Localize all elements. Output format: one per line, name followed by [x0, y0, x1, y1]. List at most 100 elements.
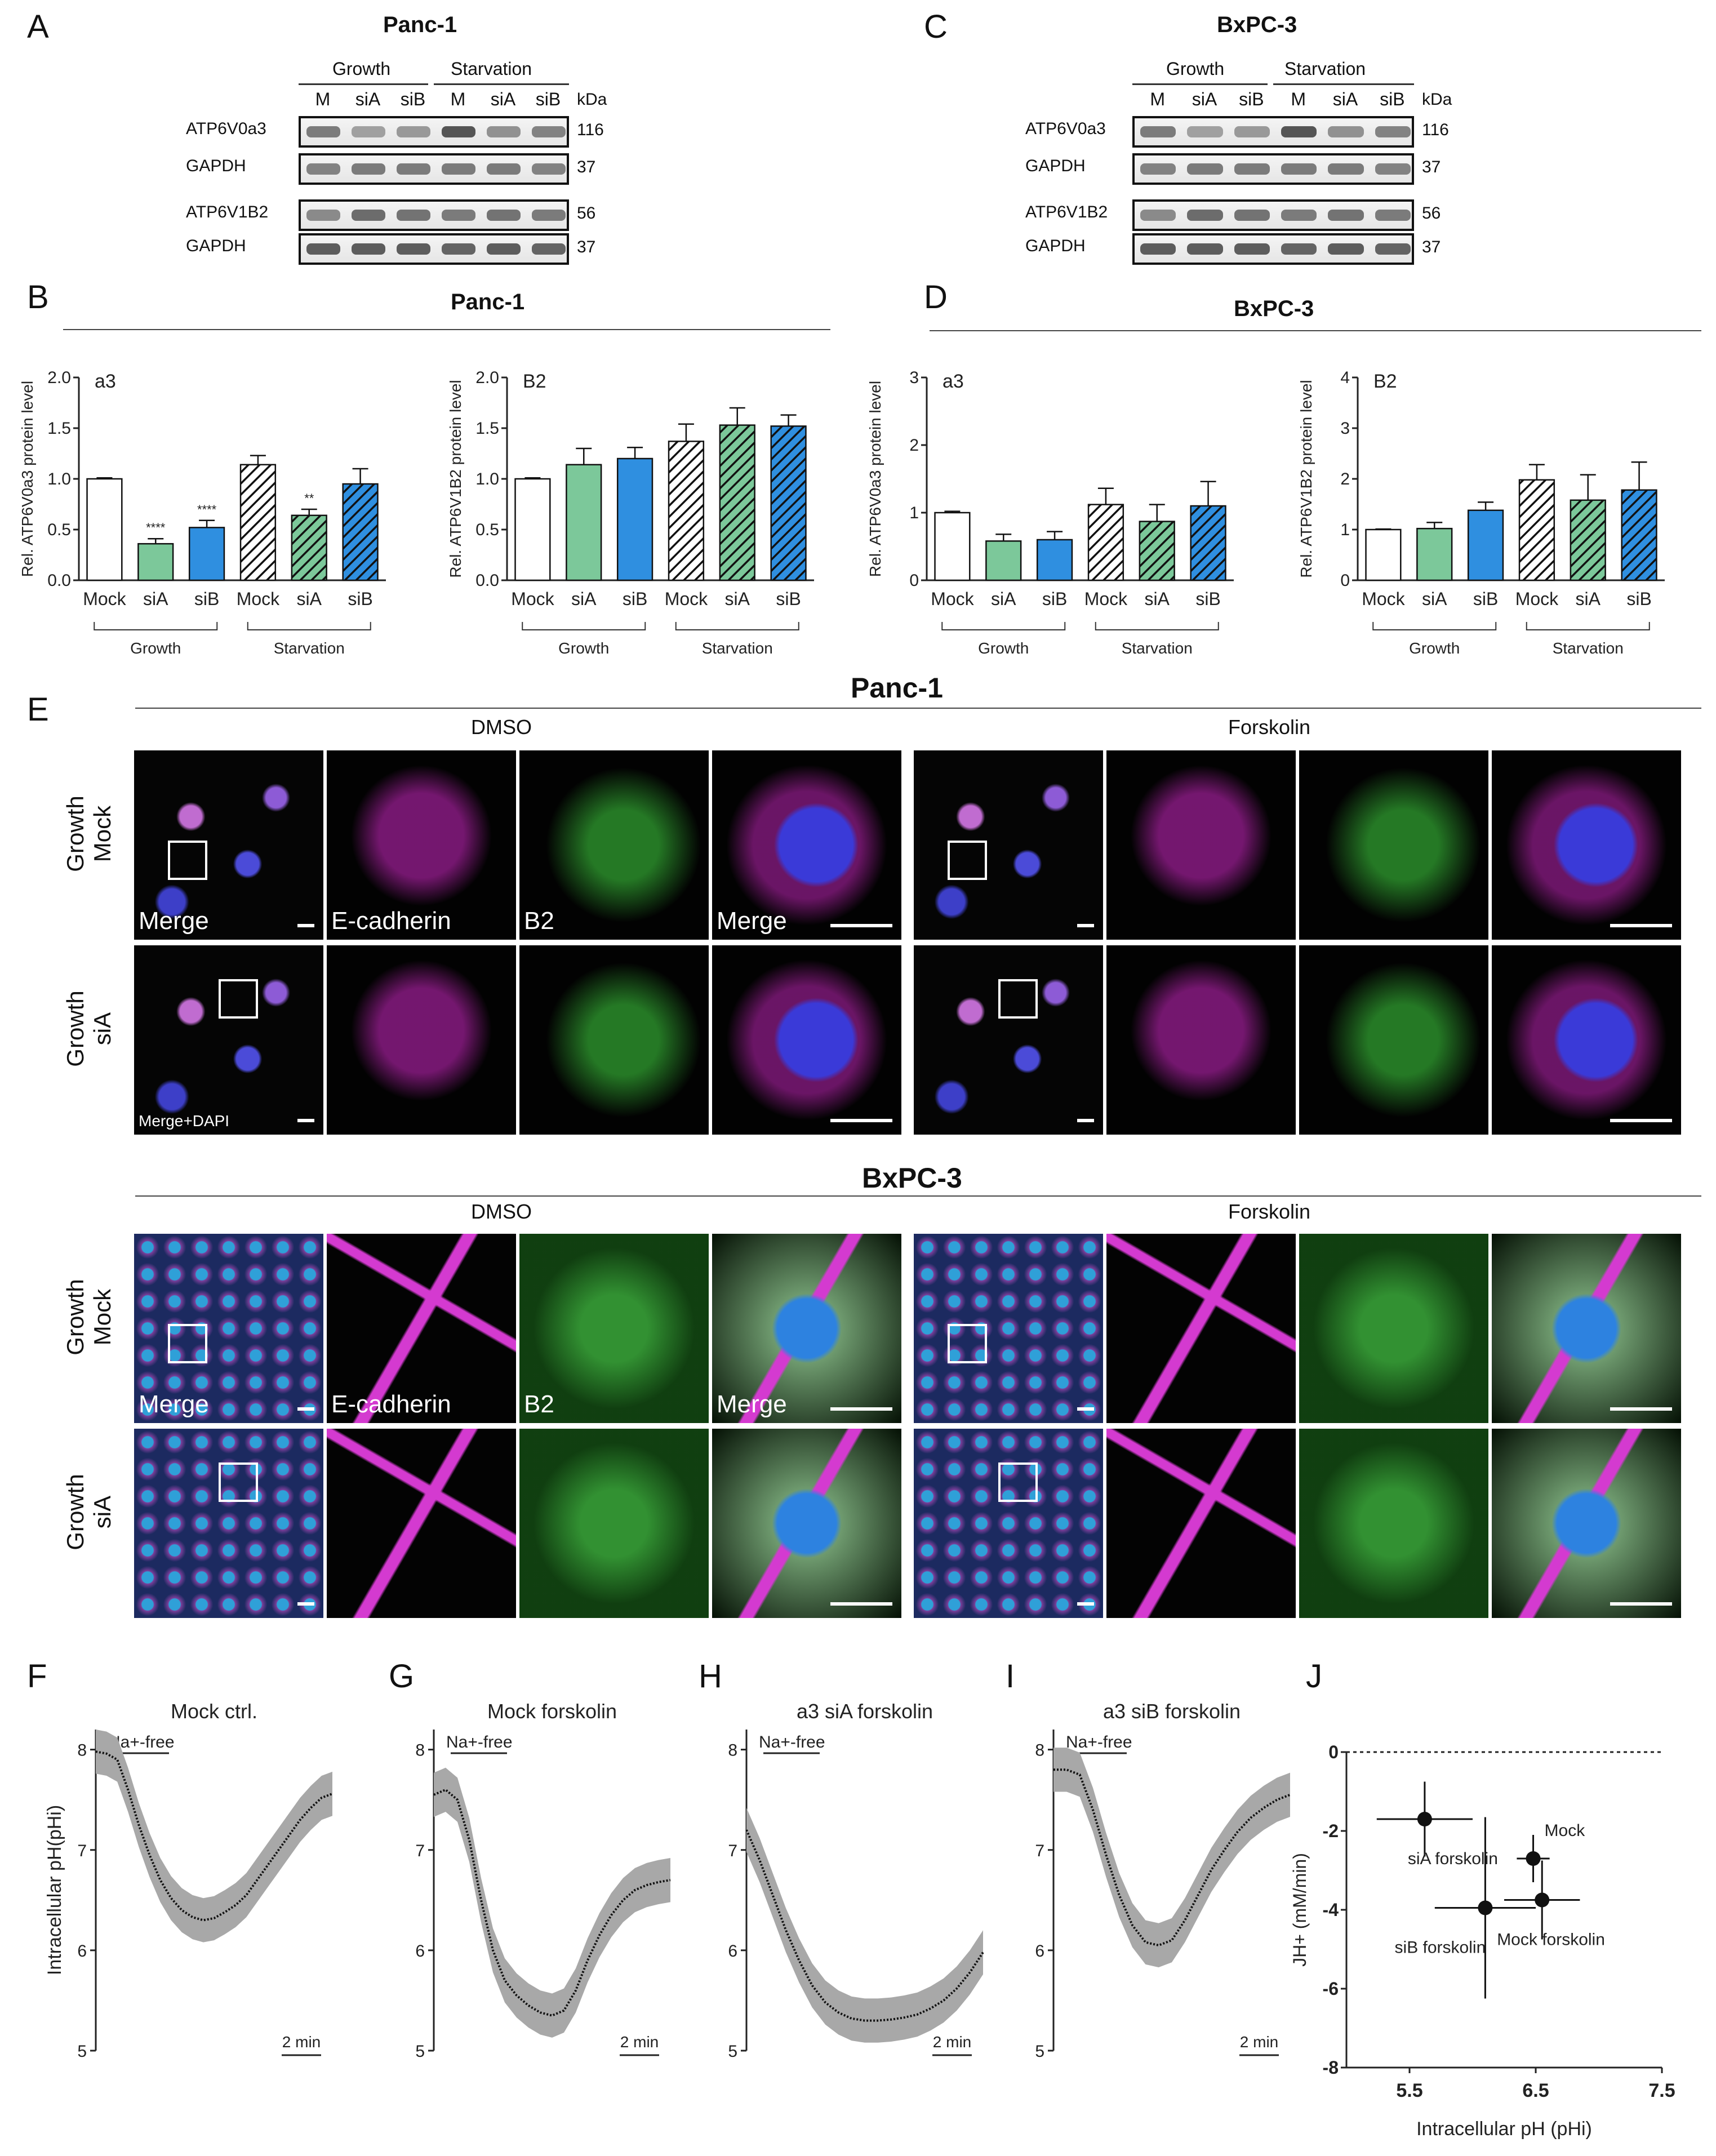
blot-strip	[1132, 116, 1414, 148]
scale-bar	[830, 1602, 892, 1606]
bar	[719, 424, 755, 581]
western-title: BxPC-3	[1217, 12, 1297, 37]
panel-letter-a: A	[27, 8, 49, 45]
blot-protein-label: GAPDH	[1025, 237, 1086, 255]
tile-label-dapi: Merge+DAPI	[139, 1112, 230, 1130]
tile-label: B2	[524, 907, 554, 935]
trace-title: Mock forskolin	[487, 1700, 617, 1723]
zoom-inset-box	[168, 1324, 207, 1363]
y-tick-label: 0.0	[475, 571, 499, 590]
y-tick-label: 4	[1340, 368, 1350, 387]
blot-kda: 56	[577, 204, 596, 223]
y-tick-label: 7	[415, 1842, 425, 1860]
group-bracket	[941, 622, 1066, 630]
y-tick-label: 8	[77, 1741, 87, 1760]
panel-letter-e: E	[27, 691, 49, 728]
blot-band	[1187, 210, 1223, 221]
bar	[342, 483, 379, 581]
blot-band	[487, 126, 521, 137]
section-rule-d	[930, 330, 1701, 331]
blot-band	[487, 163, 521, 175]
tile-label: B2	[524, 1390, 554, 1418]
y-tick-label: 1	[1340, 521, 1350, 539]
y-tick-label: 5	[415, 2042, 425, 2061]
blot-protein-label: ATP6V0a3	[1025, 119, 1106, 138]
x-tick-label: siA	[571, 589, 597, 609]
bar	[188, 527, 225, 581]
point-label: siB forskolin	[1395, 1939, 1486, 1957]
micrograph-tile	[1105, 749, 1297, 941]
blot-band	[352, 210, 385, 221]
x-tick-label: 5.5	[1396, 2080, 1422, 2101]
blot-protein-label: ATP6V1B2	[1025, 203, 1108, 221]
kda-header: kDa	[577, 90, 607, 109]
blot-band	[306, 126, 340, 137]
blot-band	[1281, 243, 1317, 255]
group-label-starvation: Starvation	[451, 59, 532, 79]
zoom-inset-box	[219, 1462, 258, 1502]
condition-header-forskolin: Forskolin	[1228, 1200, 1311, 1223]
blot-protein-label: ATP6V1B2	[186, 203, 269, 221]
y-tick-label: 0	[1340, 571, 1350, 590]
row-label-line1: Growth	[62, 1279, 88, 1355]
blot-band	[397, 126, 430, 137]
y-tick-label: 1.0	[475, 470, 499, 488]
x-tick-label: Mock	[931, 589, 974, 609]
bar	[668, 441, 705, 581]
y-axis-label: Intracellular pH(pHi)	[45, 1805, 65, 1975]
scale-bar	[1610, 924, 1672, 927]
y-tick-label: 7	[728, 1842, 737, 1860]
blot-protein-label: GAPDH	[186, 157, 246, 175]
ph-trace-sib-forskolin: a3 siB forskolin 5 6 7 8 Na+-free 2 min	[1035, 1700, 1291, 2061]
blot-band	[487, 210, 521, 221]
group-bracket	[522, 622, 646, 630]
bar-chart-b-a3: Rel. ATP6V0a3 protein level 0.0 0.5 1.0 1.5 2…	[19, 368, 386, 657]
bar	[1518, 479, 1555, 581]
bar	[291, 514, 327, 581]
x-axis-label: Intracellular pH (pHi)	[1416, 2118, 1592, 2140]
trace-line	[95, 1750, 333, 1922]
bar	[934, 512, 971, 581]
blot-band	[1281, 210, 1317, 221]
blot-band	[487, 243, 521, 255]
x-tick-label: siA	[725, 589, 750, 609]
y-tick-label: 2.0	[47, 368, 71, 387]
scale-bar	[1077, 1119, 1094, 1122]
group-bracket	[1095, 622, 1219, 630]
bar	[1416, 527, 1453, 581]
lane-label: siB	[1239, 89, 1264, 109]
x-tick-label: siA	[1145, 589, 1170, 609]
lane-label: siB	[1380, 89, 1405, 109]
row-label-line1: Growth	[62, 990, 88, 1067]
group-bracket	[94, 622, 218, 630]
micrograph-tile: Merge	[711, 1233, 903, 1424]
group-bracket	[675, 622, 799, 630]
y-tick-label: 2	[909, 436, 919, 455]
group-label-growth: Growth	[332, 59, 391, 79]
bar	[566, 464, 602, 581]
blot-band	[397, 163, 430, 175]
y-tick-label: 6	[77, 1942, 87, 1961]
micrograph-tile: Merge	[133, 1233, 324, 1424]
time-scalebar-label: 2 min	[282, 2033, 321, 2051]
blot-kda: 37	[1422, 158, 1441, 176]
x-tick-label: Mock	[1084, 589, 1128, 609]
group-label: Growth	[558, 639, 609, 657]
y-tick-label: 7	[1035, 1842, 1044, 1860]
bar	[1190, 505, 1226, 581]
y-tick-label: 0	[909, 571, 919, 590]
y-tick-label: 7	[77, 1842, 87, 1860]
panel-letter-h: H	[699, 1658, 722, 1695]
blot-strip	[1132, 199, 1414, 231]
row-label-line2: Mock	[89, 1288, 115, 1346]
group-label: Growth	[130, 639, 181, 657]
bar	[239, 464, 277, 581]
x-tick-label: siB	[1042, 589, 1067, 609]
x-tick-label: siA	[991, 589, 1016, 609]
blot-band	[532, 210, 566, 221]
blot-band	[306, 163, 340, 175]
lane-label: M	[450, 89, 466, 109]
panel-letter-c: C	[924, 8, 948, 45]
x-tick-label: siB	[1626, 589, 1651, 609]
